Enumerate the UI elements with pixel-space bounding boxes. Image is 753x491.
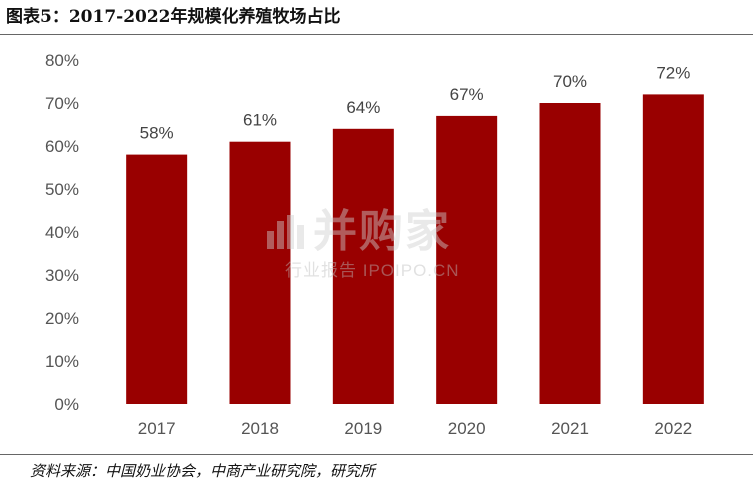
y-tick-label: 0% bbox=[54, 395, 79, 414]
y-tick-label: 60% bbox=[45, 137, 79, 156]
x-tick-label: 2021 bbox=[551, 419, 589, 438]
bar bbox=[539, 103, 601, 404]
source-divider bbox=[0, 454, 753, 455]
y-tick-label: 80% bbox=[45, 51, 79, 70]
y-tick-label: 10% bbox=[45, 352, 79, 371]
y-tick-label: 50% bbox=[45, 180, 79, 199]
bar bbox=[126, 154, 188, 404]
bar-value-label: 61% bbox=[243, 111, 277, 130]
bar-value-label: 64% bbox=[346, 98, 380, 117]
bar-value-label: 58% bbox=[140, 124, 174, 143]
x-tick-label: 2019 bbox=[344, 419, 382, 438]
x-tick-label: 2022 bbox=[654, 419, 692, 438]
x-tick-label: 2017 bbox=[138, 419, 176, 438]
bar bbox=[642, 94, 704, 405]
x-tick-label: 2018 bbox=[241, 419, 279, 438]
bar-value-label: 72% bbox=[656, 63, 690, 82]
bar bbox=[436, 115, 498, 405]
y-tick-label: 30% bbox=[45, 266, 79, 285]
bar-value-label: 70% bbox=[553, 72, 587, 91]
y-tick-label: 20% bbox=[45, 309, 79, 328]
data-labels: 58% 61% 64% 67% 70% 72% bbox=[140, 63, 691, 142]
bar-value-label: 67% bbox=[450, 85, 484, 104]
y-axis: 0% 10% 20% 30% 40% 50% 60% 70% 80% bbox=[45, 51, 79, 414]
bar bbox=[332, 128, 394, 405]
x-axis: 2017 2018 2019 2020 2021 2022 bbox=[138, 419, 692, 438]
x-tick-label: 2020 bbox=[448, 419, 486, 438]
figure-title: 图表5：2017-2022年规模化养殖牧场占比 bbox=[6, 7, 341, 27]
bar bbox=[229, 141, 291, 404]
title-divider bbox=[0, 34, 753, 35]
y-tick-label: 40% bbox=[45, 223, 79, 242]
y-tick-label: 70% bbox=[45, 94, 79, 113]
bars bbox=[126, 94, 704, 405]
bar-chart: 0% 10% 20% 30% 40% 50% 60% 70% 80% 58% 61% 64% 67% 7… bbox=[45, 51, 704, 438]
source-note: 资料来源：中国奶业协会，中商产业研究院，研究所 bbox=[30, 462, 376, 480]
